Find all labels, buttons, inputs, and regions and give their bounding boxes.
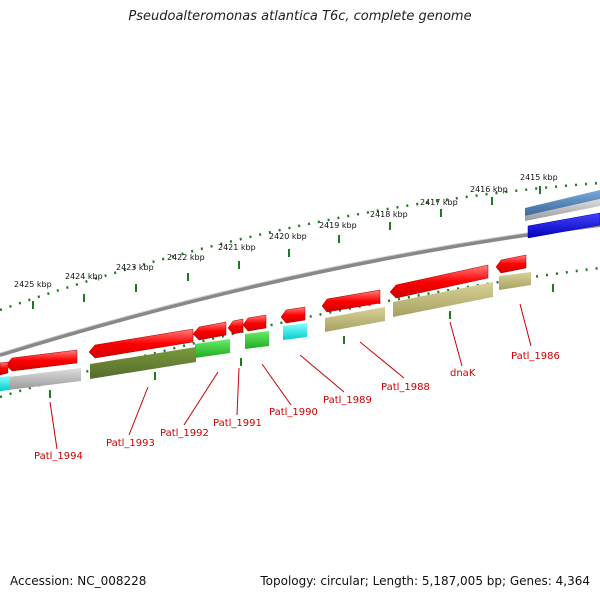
gene-arrow-1993 <box>88 328 194 359</box>
scale-track-outer <box>0 181 600 312</box>
scale-major-ticks <box>32 186 541 309</box>
scale-label: 2418 kbp <box>370 210 408 219</box>
scale-label: 2423 kbp <box>116 263 154 272</box>
scale-label: 2425 kbp <box>14 280 52 289</box>
feature-khaki-1986 <box>499 272 531 290</box>
gene-arrow-1986 <box>495 254 527 274</box>
gene-arrow-1992 <box>192 321 227 341</box>
scale-inner-ticks <box>49 284 554 398</box>
scale-label: 2416 kbp <box>470 185 508 194</box>
feature-blue[interactable] <box>527 212 600 239</box>
map-title: Pseudoalteromonas atlantica T6c, complet… <box>128 9 472 24</box>
gene-label: Patl_1990 <box>269 407 318 418</box>
gene-arrow-edge <box>0 361 9 376</box>
gene-arrow-1990 <box>242 314 267 332</box>
scale-label: 2419 kbp <box>319 221 357 230</box>
leader-lines <box>49 303 532 450</box>
annotation-features[interactable] <box>0 272 531 391</box>
scale-label: 2417 kbp <box>420 198 458 207</box>
scale-label: 2415 kbp <box>520 173 558 182</box>
gene-arrow-dnak <box>389 264 489 299</box>
feature-khaki-1988 <box>325 307 385 332</box>
feature-green-1992 <box>195 339 230 358</box>
cds-arrows[interactable] <box>0 254 527 376</box>
feature-olive-1993 <box>90 347 196 379</box>
gene-label: Patl_1989 <box>323 395 372 406</box>
gene-arrow-1994 <box>5 349 78 372</box>
gene-labels: Patl_1986 dnaK Patl_1988 Patl_1989 Patl_… <box>34 351 560 462</box>
feature-cyan-1989 <box>283 323 307 340</box>
gene-label: dnaK <box>450 368 476 379</box>
accession-text: Accession: NC_008228 <box>10 574 147 588</box>
gene-label: Patl_1994 <box>34 451 83 462</box>
gene-label: Patl_1992 <box>160 428 209 439</box>
feature-green-1990 <box>245 331 269 349</box>
feature-cyan-edge <box>0 376 10 391</box>
scale-label: 2422 kbp <box>167 253 205 262</box>
gene-arrow-1988 <box>321 289 381 313</box>
gene-label: Patl_1986 <box>511 351 560 362</box>
gene-label: Patl_1991 <box>213 418 262 429</box>
scale-label: 2420 kbp <box>269 232 307 241</box>
gene-arrow-1989 <box>280 306 306 324</box>
genome-summary-text: Topology: circular; Length: 5,187,005 bp… <box>260 574 590 588</box>
gene-arrow-1991 <box>227 318 244 335</box>
gene-label: Patl_1993 <box>106 438 155 449</box>
scale-label: 2424 kbp <box>65 272 103 281</box>
scale-labels: 2415 kbp 2416 kbp 2417 kbp 2418 kbp 2419… <box>14 173 558 289</box>
scale-label: 2421 kbp <box>218 243 256 252</box>
genome-backbone <box>0 223 600 357</box>
gene-label: Patl_1988 <box>381 382 430 393</box>
feature-khaki-dnak <box>393 282 493 317</box>
feature-steel[interactable] <box>525 190 600 221</box>
feature-gray-1994 <box>8 368 81 390</box>
